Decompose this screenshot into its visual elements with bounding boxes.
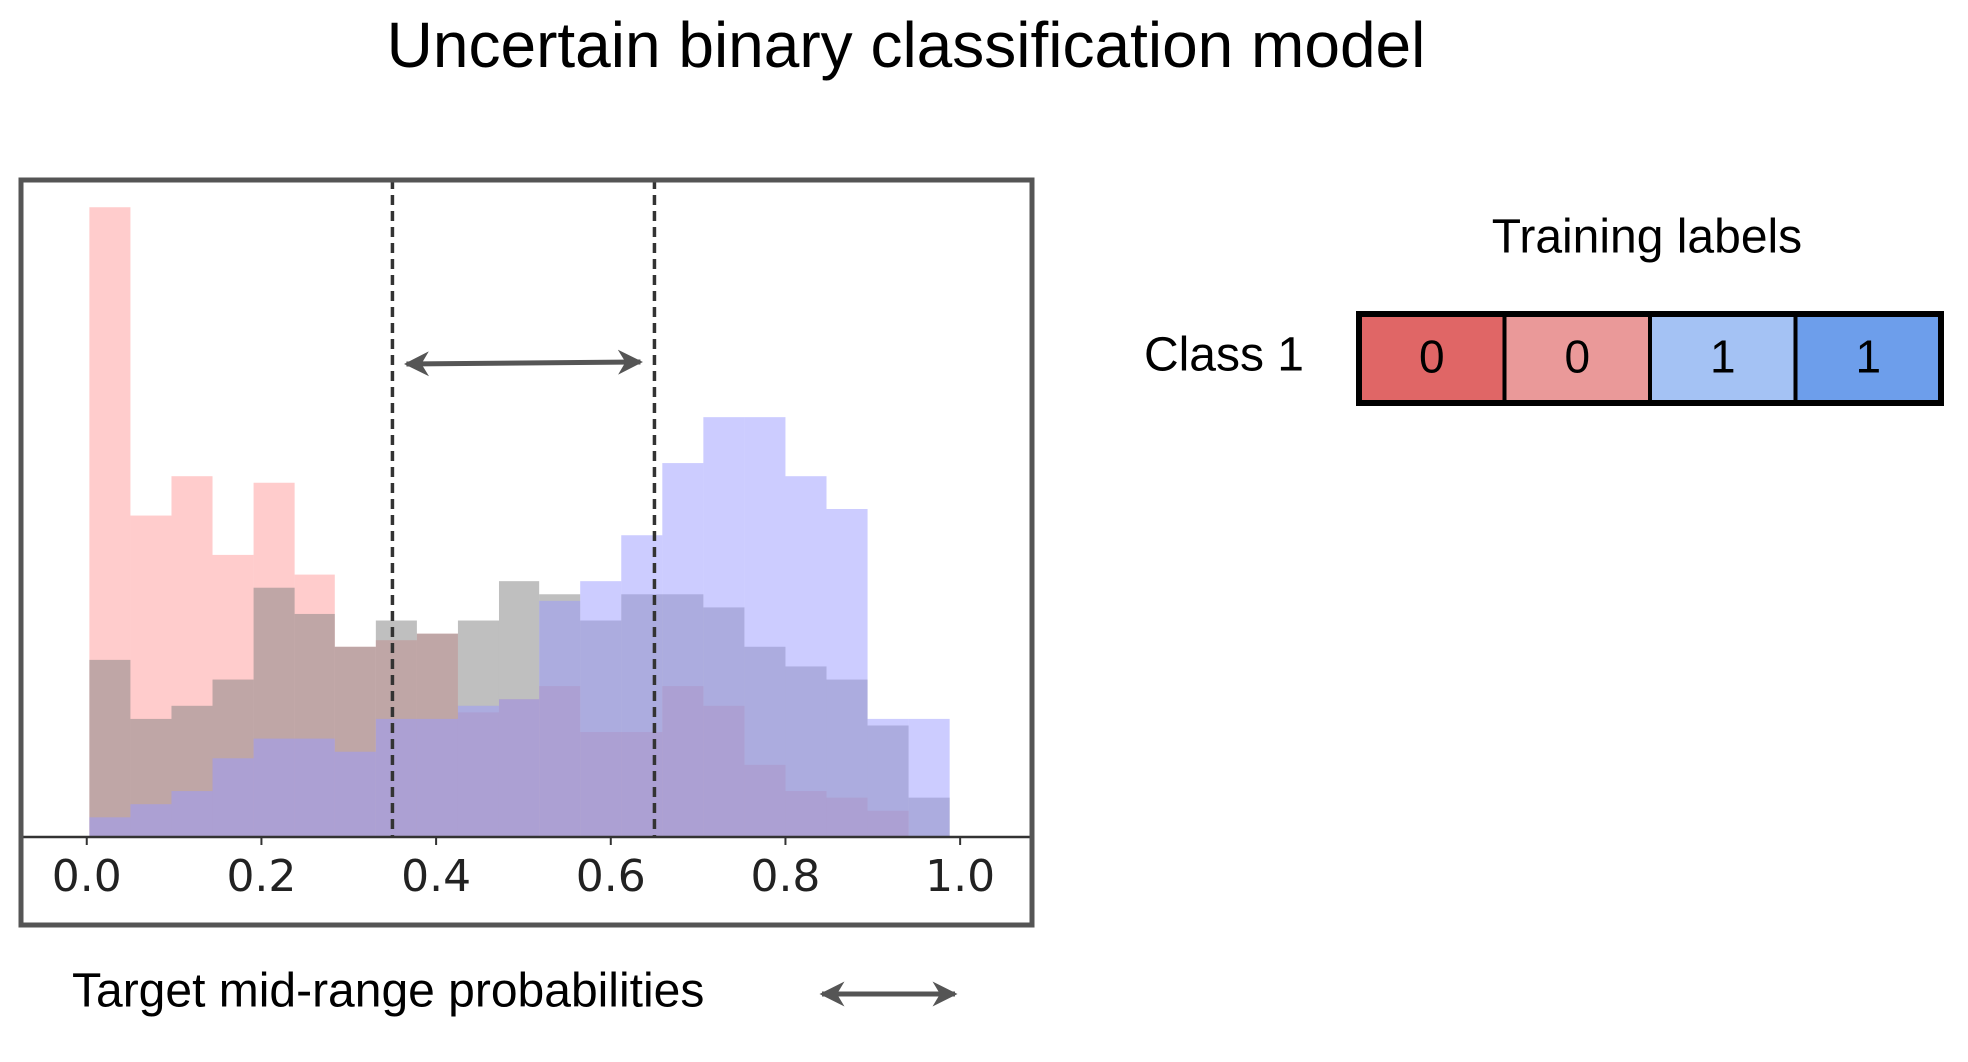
histogram-bar	[375, 718, 417, 837]
histogram-bar	[580, 581, 622, 837]
label-box	[1356, 311, 1944, 406]
plot: 0.0 0.2 0.4 0.6 0.8 1.0	[23, 179, 1030, 902]
histogram-bar	[539, 600, 581, 837]
histogram-bar	[457, 705, 499, 837]
label-cell-text: 1	[1855, 331, 1881, 383]
histogram-bar	[334, 751, 376, 837]
label-cell-text: 0	[1564, 331, 1590, 383]
histogram-bar	[785, 476, 827, 837]
histogram-bar	[89, 817, 131, 837]
label-cells: 0 0 1 1	[1356, 311, 1944, 406]
histogram-bar	[703, 417, 745, 837]
histogram-bar	[294, 738, 335, 837]
x-tick-label: 1.0	[925, 851, 995, 902]
frame	[18, 177, 1035, 928]
histogram-bar	[89, 659, 131, 837]
labels-title: Training labels	[1492, 211, 1802, 264]
label-cell-text: 0	[1419, 331, 1445, 383]
x-tick-label: 0.8	[750, 851, 820, 902]
histogram-bar	[744, 417, 786, 837]
title: Uncertain binary classification model	[387, 9, 1426, 81]
histogram-bar	[662, 463, 704, 837]
x-tick-label: 0.2	[226, 851, 296, 902]
histogram-bar	[416, 718, 458, 837]
histogram-bar	[212, 758, 254, 837]
histogram-bar	[130, 804, 172, 837]
histogram-bar	[498, 699, 540, 837]
x-tick-label: 0.6	[576, 851, 646, 902]
x-tick-label: 0.0	[52, 851, 122, 902]
histogram-bar	[826, 509, 868, 837]
label-cell-text: 1	[1710, 331, 1736, 383]
histogram-bar	[171, 791, 213, 837]
caption: Target mid-range probabilities	[72, 965, 704, 1018]
histogram-bar	[867, 718, 909, 837]
histogram-bar	[253, 738, 295, 837]
range-arrow	[403, 349, 643, 377]
histogram-bar	[908, 718, 950, 837]
row-label: Class 1	[1144, 329, 1304, 382]
x-tick-label: 0.4	[401, 851, 471, 902]
